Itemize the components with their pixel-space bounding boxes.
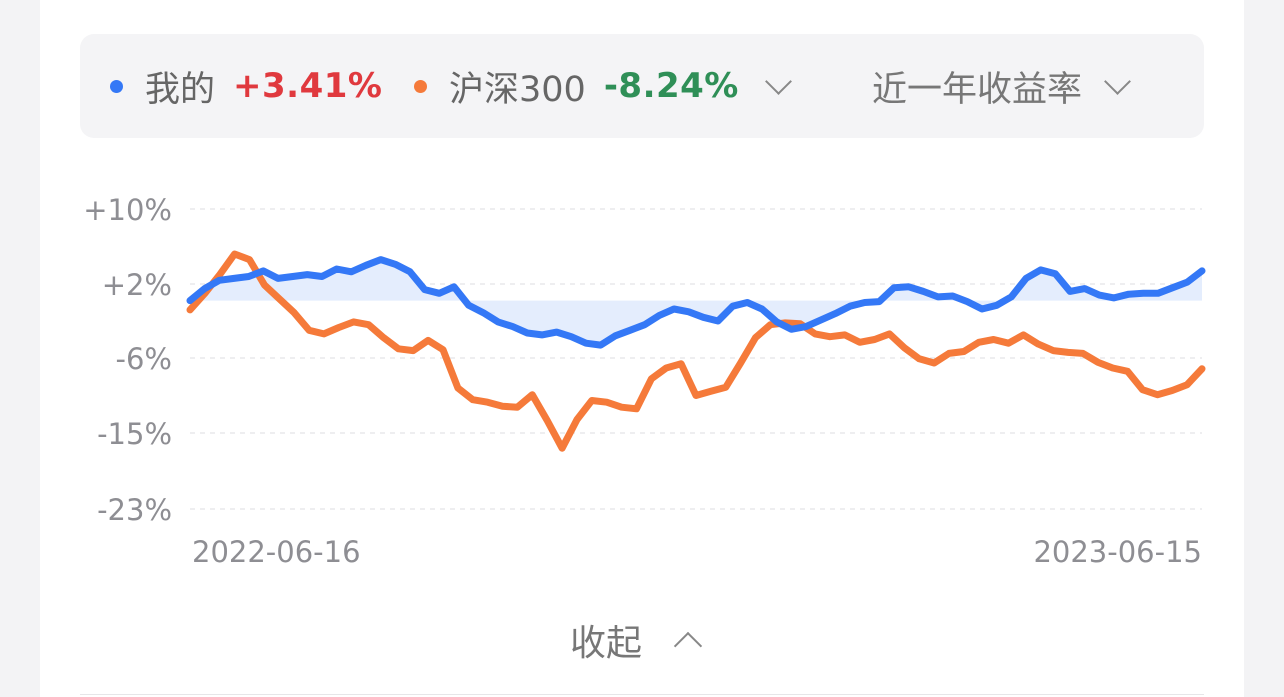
bottom-divider [80,694,1204,695]
period-label: 近一年收益率 [872,69,1083,110]
collapse-button[interactable]: 收起 [570,612,703,668]
y-tick-label: +10% [83,193,172,227]
legend-mine: 我的 +3.41% [110,34,382,138]
series-mine-area [190,259,1202,346]
legend-bar: 我的 +3.41% 沪深300 -8.24% 近一年收益率 [80,34,1204,138]
y-tick-label: -15% [97,417,172,451]
series-mine-line [186,256,1206,349]
benchmark-dot-icon [414,79,427,93]
y-tick-label: -6% [116,342,172,376]
legend-benchmark-value: -8.24% [603,66,739,106]
series-benchmark-line [186,250,1206,452]
legend-benchmark-label: 沪深300 [449,69,586,110]
mine-dot-icon [110,79,123,93]
period-selector[interactable]: 近一年收益率 [872,34,1131,138]
collapse-label: 收起 [570,623,643,664]
chevron-up-icon [673,631,703,661]
legend-mine-label: 我的 [145,69,216,110]
y-tick-label: +2% [102,268,172,302]
legend-benchmark[interactable]: 沪深300 -8.24% [414,34,792,138]
x-tick-label-start: 2022-06-16 [192,535,361,569]
legend-mine-value: +3.41% [233,66,383,106]
x-tick-label-end: 2023-06-15 [1033,535,1202,569]
y-tick-label: -23% [97,493,172,527]
